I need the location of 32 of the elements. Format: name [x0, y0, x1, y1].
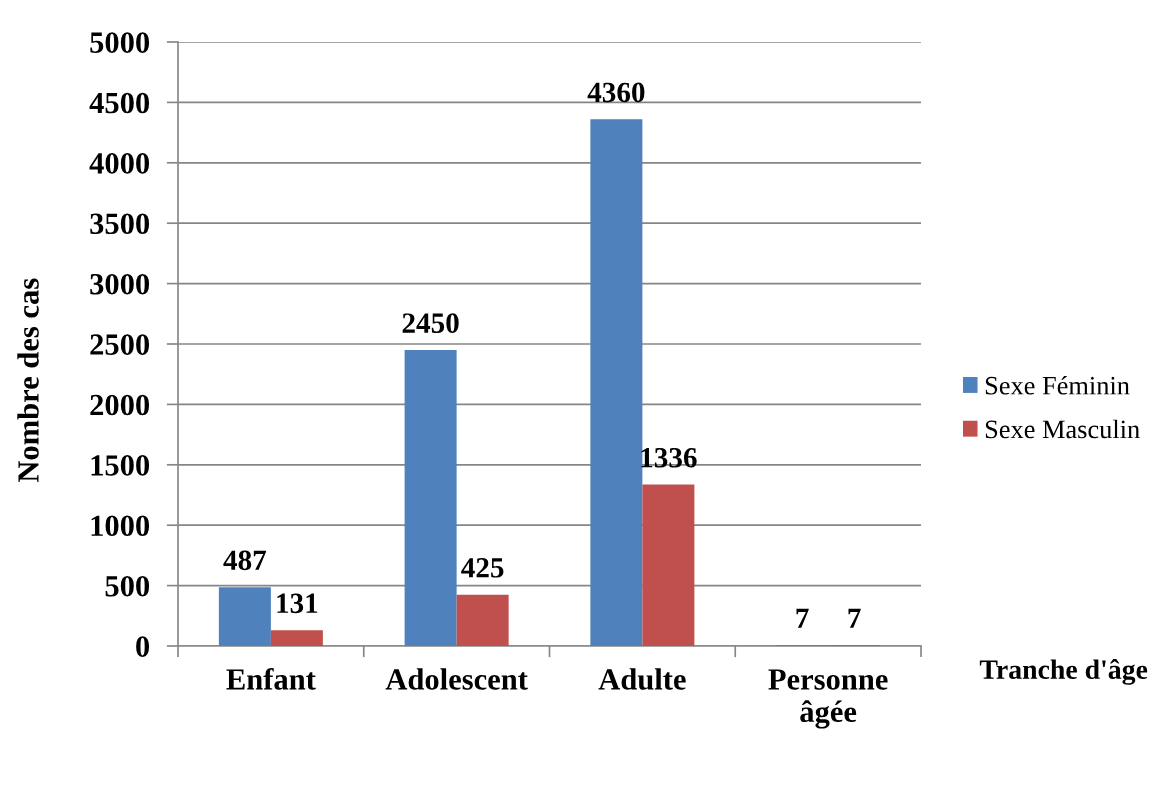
y-tick-label: 4000	[89, 153, 150, 174]
bar	[590, 119, 643, 646]
y-tick-label: 2000	[90, 394, 150, 416]
y-tick-label: 5000	[90, 32, 150, 53]
data-label: 131	[277, 593, 318, 614]
data-label: 7	[796, 608, 809, 628]
x-axis-title: Tranche d'âge	[979, 659, 1148, 685]
data-label: 425	[461, 558, 504, 578]
legend-label: Sexe Masculin	[985, 419, 1140, 439]
bar	[270, 630, 323, 646]
data-label: 4360	[587, 82, 645, 103]
bar	[456, 594, 509, 646]
y-tick-label: 4500	[89, 92, 150, 114]
bar	[218, 587, 271, 646]
y-tick-label: 0	[136, 636, 150, 657]
y-tick-label: 2500	[90, 334, 150, 355]
y-tick-label: 500	[105, 575, 150, 597]
bar	[642, 484, 695, 646]
x-tick-label: Personne âgée	[768, 669, 888, 729]
data-label: 7	[848, 608, 861, 628]
legend-label: Sexe Féminin	[985, 375, 1130, 395]
x-tick-label: Enfant	[226, 667, 316, 690]
data-label: 2450	[402, 313, 459, 333]
x-tick-label: Adulte	[598, 668, 686, 690]
y-tick-label: 3500	[90, 213, 150, 235]
x-tick-label: Adolescent	[385, 668, 528, 690]
data-label: 487	[223, 550, 267, 571]
bar	[404, 350, 457, 646]
y-tick-label: 1500	[91, 455, 150, 476]
y-tick-label: 3000	[90, 273, 150, 295]
y-axis-title: Nombre des cas	[17, 278, 39, 483]
y-tick-label: 1000	[91, 515, 150, 537]
